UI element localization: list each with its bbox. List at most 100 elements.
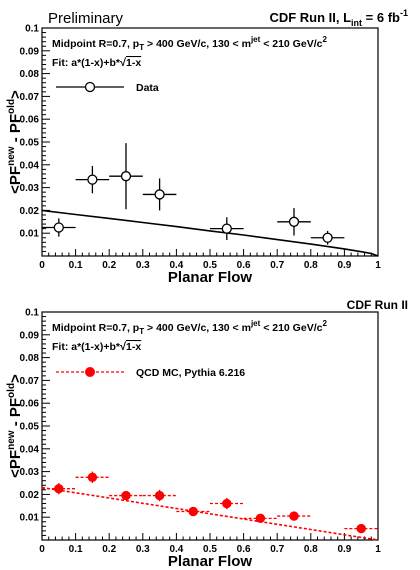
x-tick-labels: 0 0.1 0.2 0.3 0.4 0.5 0.6 0.7 0.8 0.9 1 bbox=[39, 260, 381, 271]
marker bbox=[53, 222, 64, 233]
data-point bbox=[310, 230, 345, 245]
x-tick-label: 0.4 bbox=[169, 260, 183, 271]
data-points bbox=[42, 471, 378, 534]
marker bbox=[87, 472, 98, 482]
axis-ticks bbox=[41, 311, 379, 541]
data-point bbox=[277, 511, 311, 521]
fit-label: Fit: a*(1-x)+b*√1-x bbox=[52, 341, 141, 353]
data-point bbox=[109, 143, 143, 210]
data-point bbox=[42, 483, 76, 495]
x-tick-label: 0.9 bbox=[337, 544, 351, 555]
marker bbox=[120, 171, 132, 182]
y-tick-label: 0.02 bbox=[20, 490, 40, 501]
fit-line bbox=[41, 209, 379, 257]
legend-label: Data bbox=[136, 82, 159, 94]
marker bbox=[154, 189, 165, 200]
legend: QCD MC, Pythia 6.216 bbox=[56, 367, 245, 379]
y-tick-label: 0.08 bbox=[20, 69, 40, 80]
y-tick-label: 0.04 bbox=[20, 160, 40, 171]
y-tick-label: 0.07 bbox=[20, 376, 40, 387]
data-points bbox=[42, 143, 345, 245]
x-tick-label: 1 bbox=[375, 260, 381, 271]
x-tick-label: 0.8 bbox=[304, 260, 318, 271]
x-tick-label: 0.3 bbox=[136, 544, 150, 555]
y-axis-label: <PFnew - PFold> bbox=[6, 90, 24, 194]
x-tick-label: 0.3 bbox=[136, 260, 150, 271]
fit-curve bbox=[41, 486, 379, 541]
legend-marker bbox=[85, 367, 95, 377]
data-point bbox=[210, 497, 244, 510]
header-right: CDF Run II, Lint = 6 fb-1 bbox=[269, 8, 408, 28]
cuts-label: Midpoint R=0.7, pT > 400 GeV/c, 130 < mj… bbox=[52, 35, 327, 52]
x-tick-label: 0 bbox=[39, 260, 45, 271]
x-tick-label: 0 bbox=[39, 544, 45, 555]
marker bbox=[255, 513, 266, 524]
data-point bbox=[142, 178, 177, 211]
data-point bbox=[277, 208, 311, 236]
y-tick-label: 0.01 bbox=[20, 229, 40, 240]
marker bbox=[356, 523, 366, 534]
x-tick-label: 0.8 bbox=[304, 544, 318, 555]
x-tick-label: 0.5 bbox=[203, 544, 217, 555]
y-tick-label: 0.1 bbox=[25, 308, 39, 319]
x-tick-label: 0.9 bbox=[337, 260, 351, 271]
legend-marker bbox=[84, 81, 96, 93]
chart-panel-data: Preliminary CDF Run II, Lint = 6 fb-1 Mi… bbox=[6, 8, 408, 286]
y-tick-label: 0.09 bbox=[20, 330, 40, 341]
x-tick-label: 1 bbox=[375, 544, 381, 555]
x-tick-label: 0.1 bbox=[69, 544, 83, 555]
marker bbox=[289, 511, 299, 521]
y-tick-label: 0.06 bbox=[20, 115, 40, 126]
y-tick-label: 0.01 bbox=[20, 513, 40, 524]
x-tick-label: 0.5 bbox=[203, 260, 217, 271]
data-point bbox=[176, 506, 210, 517]
fit-line bbox=[41, 486, 379, 541]
y-tick-label: 0.1 bbox=[25, 24, 39, 35]
marker bbox=[188, 506, 198, 517]
y-tick-label: 0.04 bbox=[20, 444, 40, 455]
data-point bbox=[109, 490, 143, 501]
data-point bbox=[142, 489, 177, 502]
x-tick-label: 0.2 bbox=[102, 260, 116, 271]
preliminary-label: Preliminary bbox=[48, 10, 124, 27]
legend: Data bbox=[56, 81, 159, 94]
x-tick-label: 0.6 bbox=[237, 260, 251, 271]
y-tick-label: 0.08 bbox=[20, 353, 40, 364]
x-tick-label: 0.2 bbox=[102, 544, 116, 555]
y-tick-label: 0.03 bbox=[20, 467, 40, 478]
marker bbox=[154, 490, 165, 501]
marker bbox=[121, 490, 131, 501]
x-axis-label: Planar Flow bbox=[168, 553, 253, 570]
marker bbox=[288, 216, 300, 227]
x-tick-label: 0.7 bbox=[270, 544, 284, 555]
data-point bbox=[75, 471, 110, 483]
y-tick-label: 0.05 bbox=[20, 138, 40, 149]
header-right: CDF Run II bbox=[347, 298, 408, 312]
data-point bbox=[75, 165, 110, 194]
y-tick-labels: 0.01 0.02 0.03 0.04 0.05 0.06 0.07 0.08 0.09 0.1 bbox=[20, 24, 40, 240]
data-point bbox=[243, 513, 278, 524]
y-axis-label: <PFnew - PFold> bbox=[6, 374, 24, 478]
x-tick-label: 0.4 bbox=[169, 544, 183, 555]
chart-panel-mc: CDF Run II Midpoint R=0.7, pT > 400 GeV/… bbox=[6, 298, 408, 570]
marker bbox=[322, 232, 333, 243]
marker bbox=[87, 174, 98, 185]
marker bbox=[54, 484, 64, 494]
y-tick-labels: 0.01 0.02 0.03 0.04 0.05 0.06 0.07 0.08 0.09 0.1 bbox=[20, 308, 40, 524]
y-tick-label: 0.07 bbox=[20, 92, 40, 103]
marker bbox=[222, 498, 232, 509]
cuts-label: Midpoint R=0.7, pT > 400 GeV/c, 130 < mj… bbox=[52, 319, 327, 336]
y-tick-label: 0.05 bbox=[20, 422, 40, 433]
y-tick-label: 0.06 bbox=[20, 399, 40, 410]
data-point bbox=[42, 218, 76, 237]
y-tick-label: 0.09 bbox=[20, 46, 40, 57]
y-tick-label: 0.03 bbox=[20, 183, 40, 194]
x-tick-label: 0.7 bbox=[270, 260, 284, 271]
marker bbox=[221, 223, 232, 234]
x-tick-label: 0.6 bbox=[237, 544, 251, 555]
fit-curve bbox=[41, 209, 379, 257]
data-point bbox=[210, 217, 244, 241]
data-point bbox=[344, 523, 378, 534]
x-tick-label: 0.1 bbox=[69, 260, 83, 271]
